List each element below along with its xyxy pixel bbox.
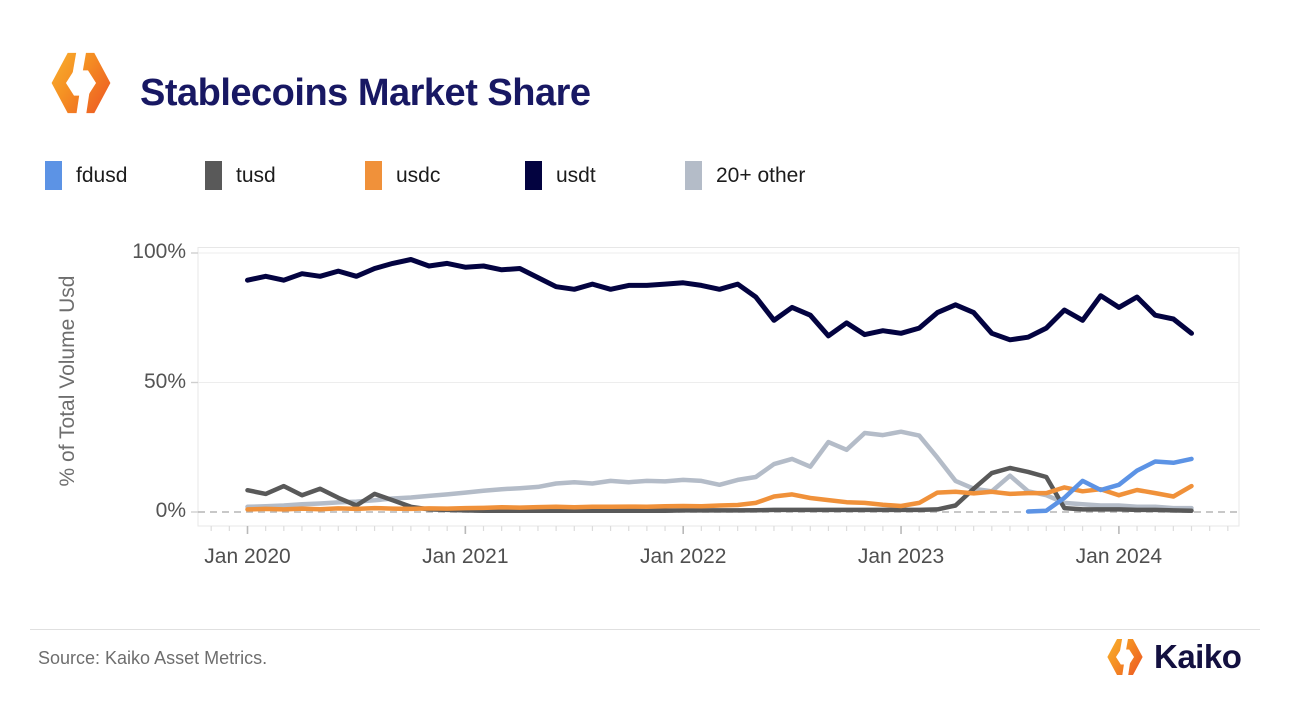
legend-item-20-other[interactable]: 20+ other [685, 161, 805, 190]
legend-item-usdc[interactable]: usdc [365, 161, 525, 190]
y-axis-title: % of Total Volume Usd [56, 275, 79, 487]
y-tick-50: 50% [143, 370, 186, 393]
series-line-tusd [245, 465, 1194, 513]
x-tick-jan-2020: Jan 2020 [204, 545, 291, 568]
legend-item-fdusd[interactable]: fdusd [45, 161, 205, 190]
x-tick-jan-2024: Jan 2024 [1075, 545, 1163, 568]
x-tick-jan-2022: Jan 2022 [639, 545, 727, 568]
x-tick-jan-2023: Jan 2023 [857, 545, 945, 568]
legend-label: 20+ other [716, 164, 806, 187]
legend-swatch [365, 161, 382, 190]
legend-label: tusd [236, 164, 276, 187]
series-line-usdt [245, 257, 1194, 343]
source-attribution: Source: Kaiko Asset Metrics. [38, 648, 268, 668]
series-line-20-other [245, 429, 1194, 511]
y-tick-0: 0% [155, 499, 186, 522]
kaiko-wordmark: Kaiko [1154, 638, 1242, 675]
footer-divider [30, 629, 1260, 630]
legend-label: fdusd [76, 164, 128, 187]
legend-label: usdc [396, 164, 441, 187]
legend-swatch [45, 161, 62, 190]
series-line-usdc [245, 483, 1194, 512]
y-tick-100: 100% [132, 240, 186, 263]
x-tick-jan-2021: Jan 2021 [422, 545, 509, 568]
legend-swatch [525, 161, 542, 190]
legend-label: usdt [556, 164, 596, 187]
legend-swatch [685, 161, 702, 190]
series-line-fdusd [1025, 456, 1194, 514]
legend-item-usdt[interactable]: usdt [525, 161, 685, 190]
legend-item-tusd[interactable]: tusd [205, 161, 365, 190]
kaiko-logo-icon [1107, 636, 1143, 678]
legend: fdusd tusd usdc usdt 20+ other [45, 161, 805, 190]
legend-swatch [205, 161, 222, 190]
page-title: Stablecoins Market Share [140, 72, 591, 114]
kaiko-footer-logo: Kaiko [1104, 636, 1242, 678]
